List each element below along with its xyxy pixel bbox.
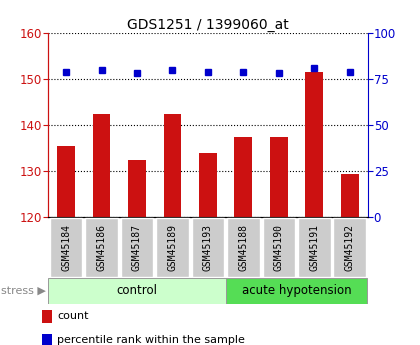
Text: GSM45193: GSM45193 (203, 224, 213, 271)
Bar (128, 160, 146, 217)
Bar (341, 174, 359, 217)
FancyBboxPatch shape (85, 218, 118, 277)
Text: GSM45191: GSM45191 (309, 224, 319, 271)
Text: control: control (116, 284, 158, 297)
Text: GSM45188: GSM45188 (239, 224, 248, 271)
Bar (305, 72, 323, 217)
Bar (270, 137, 288, 217)
Text: percentile rank within the sample: percentile rank within the sample (57, 335, 245, 345)
Bar (234, 137, 252, 217)
Bar (57, 146, 75, 217)
FancyBboxPatch shape (262, 218, 295, 277)
Bar (48, 278, 226, 304)
Text: GSM45190: GSM45190 (274, 224, 284, 271)
FancyBboxPatch shape (121, 218, 153, 277)
Bar (42, 310, 52, 323)
FancyBboxPatch shape (333, 218, 366, 277)
FancyBboxPatch shape (227, 218, 260, 277)
Text: acute hypotension: acute hypotension (242, 284, 352, 297)
Text: GSM45184: GSM45184 (61, 224, 71, 271)
FancyBboxPatch shape (50, 218, 82, 277)
Bar (42, 334, 52, 345)
Title: GDS1251 / 1399060_at: GDS1251 / 1399060_at (127, 18, 289, 32)
Text: stress ▶: stress ▶ (1, 286, 46, 296)
FancyBboxPatch shape (156, 218, 189, 277)
Bar (199, 153, 217, 217)
Text: GSM45187: GSM45187 (132, 224, 142, 271)
Bar (163, 114, 181, 217)
Text: GSM45189: GSM45189 (168, 224, 177, 271)
Bar (226, 278, 368, 304)
Text: count: count (57, 311, 89, 321)
Bar (93, 114, 110, 217)
FancyBboxPatch shape (192, 218, 224, 277)
FancyBboxPatch shape (298, 218, 331, 277)
Text: GSM45186: GSM45186 (97, 224, 107, 271)
Text: GSM45192: GSM45192 (345, 224, 355, 271)
